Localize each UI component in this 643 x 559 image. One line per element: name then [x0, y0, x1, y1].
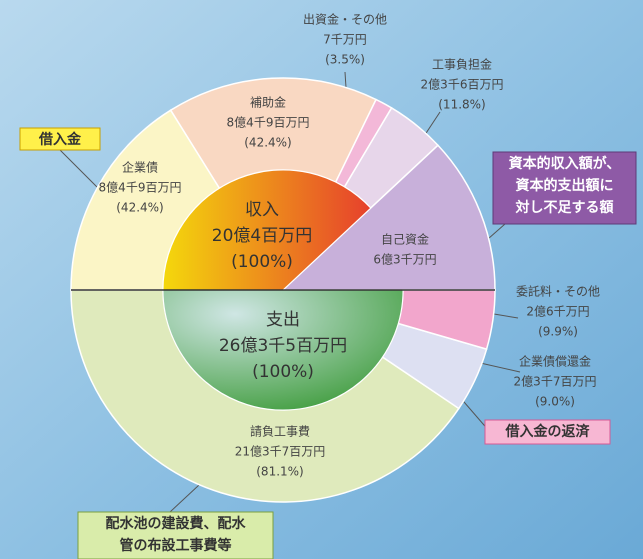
total-share-label: (100%) — [231, 252, 293, 272]
value-label: 2億3千6百万円 — [421, 78, 504, 92]
category-label: 出資金・その他 — [303, 12, 387, 27]
category-label: 自己資金 — [381, 232, 429, 247]
annotation-text: 管の布設工事費等 — [120, 537, 232, 554]
value-label: 2億6千万円 — [526, 305, 589, 319]
share-label: (9.0%) — [535, 395, 575, 409]
annotation-text: 資本的収入額が、 — [509, 155, 621, 172]
category-label: 企業債償還金 — [519, 354, 591, 369]
category-label: 請負工事費 — [250, 424, 310, 439]
value-label: 7千万円 — [323, 33, 367, 47]
annotation-text: 配水池の建設費、配水 — [106, 515, 247, 532]
share-label: (3.5%) — [325, 53, 365, 67]
category-label: 補助金 — [250, 95, 286, 110]
value-label: 21億3千7百万円 — [235, 445, 326, 459]
chart: 企業債 8億4千9百万円 (42.4%) 補助金 8億4千9百万円 (42.4%) 出資金・… — [0, 0, 643, 559]
annotation-text: 資本的支出額に — [516, 177, 614, 194]
annotation-text: 借入金の返済 — [505, 423, 591, 440]
value-label: 8億4千9百万円 — [227, 116, 310, 130]
share-label: (42.4%) — [244, 136, 291, 150]
value-label: 2億3千7百万円 — [514, 375, 597, 389]
share-label: (81.1%) — [256, 465, 303, 479]
value-label: 6億3千万円 — [373, 253, 436, 267]
center-title: 収入 — [245, 200, 279, 220]
total-share-label: (100%) — [252, 362, 314, 382]
category-label: 企業債 — [122, 160, 158, 175]
total-label: 26億3千5百万円 — [219, 336, 347, 356]
annotation-text: 対し不足する額 — [515, 199, 614, 216]
category-label: 工事負担金 — [432, 57, 492, 72]
total-label: 20億4百万円 — [212, 226, 312, 246]
share-label: (11.8%) — [438, 98, 485, 112]
center-title: 支出 — [266, 310, 300, 330]
category-label: 委託料・その他 — [516, 284, 600, 299]
value-label: 8億4千9百万円 — [99, 181, 182, 195]
annotation-text: 借入金 — [38, 131, 82, 148]
share-label: (42.4%) — [116, 201, 163, 215]
share-label: (9.9%) — [538, 325, 578, 339]
